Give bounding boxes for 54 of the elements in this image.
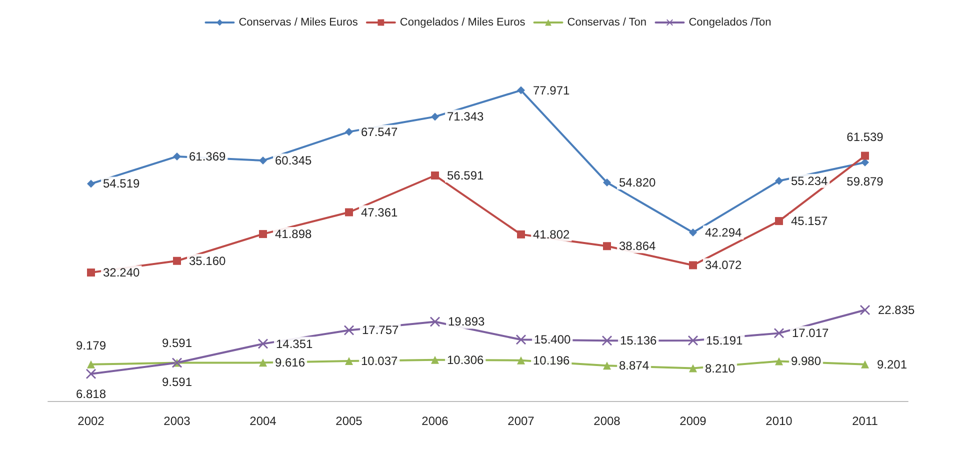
data-label: 77.971 <box>533 83 570 98</box>
data-label: 9.591 <box>162 374 192 389</box>
data-label: 34.072 <box>705 258 742 272</box>
data-label: 45.157 <box>791 214 828 228</box>
data-label: 9.179 <box>76 338 106 352</box>
data-label: 9.201 <box>877 357 908 372</box>
data-label: 8.210 <box>705 361 736 376</box>
data-label: 15.400 <box>534 332 572 347</box>
legend-label: Congelados / Miles Euros <box>400 16 526 28</box>
x-tick-label: 2010 <box>766 414 793 428</box>
data-label: 56.591 <box>447 168 484 182</box>
x-tick-label: 2003 <box>164 414 191 428</box>
x-tick-label: 2006 <box>422 414 449 428</box>
data-label: 32.240 <box>103 266 140 280</box>
data-label: 42.294 <box>705 225 742 240</box>
data-label: 54.820 <box>619 176 656 190</box>
data-label: 14.351 <box>276 336 314 351</box>
data-label: 55.234 <box>791 174 828 188</box>
data-label: 61.539 <box>846 130 884 144</box>
data-label: 10.196 <box>533 353 570 368</box>
data-label: 35.160 <box>189 254 226 268</box>
data-label: 15.191 <box>706 333 744 348</box>
data-label: 6.818 <box>76 386 106 401</box>
data-label: 15.136 <box>620 334 658 348</box>
data-label: 22.835 <box>878 303 916 318</box>
x-tick-label: 2011 <box>852 414 878 428</box>
data-label: 9.616 <box>275 356 306 370</box>
data-label: 17.017 <box>792 326 830 340</box>
data-label: 9.980 <box>791 354 822 368</box>
data-label: 61.369 <box>189 149 226 164</box>
data-label: 17.757 <box>362 323 400 338</box>
data-label: 10.306 <box>447 352 484 367</box>
legend-label: Conservas / Miles Euros <box>238 16 358 28</box>
data-label: 54.519 <box>103 176 140 191</box>
x-tick-label: 2002 <box>78 414 105 428</box>
data-label: 9.591 <box>162 336 192 350</box>
data-label: 10.037 <box>361 354 398 368</box>
x-tick-label: 2008 <box>594 414 621 428</box>
legend-label: Congelados /Ton <box>688 16 772 28</box>
data-label: 67.547 <box>361 124 398 139</box>
data-label: 71.343 <box>447 110 484 124</box>
x-tick-label: 2005 <box>336 414 363 428</box>
data-label: 47.361 <box>361 205 398 220</box>
x-tick-label: 2007 <box>508 414 535 428</box>
legend-label: Conservas / Ton <box>567 16 647 28</box>
data-label: 8.874 <box>619 358 650 373</box>
data-label: 41.802 <box>533 227 570 242</box>
data-label: 38.864 <box>619 239 656 254</box>
data-label: 60.345 <box>275 154 312 168</box>
data-label: 59.879 <box>846 174 884 188</box>
data-label: 41.898 <box>275 227 312 242</box>
data-label: 19.893 <box>448 314 486 329</box>
x-tick-label: 2004 <box>250 414 277 428</box>
x-tick-label: 2009 <box>680 414 707 428</box>
